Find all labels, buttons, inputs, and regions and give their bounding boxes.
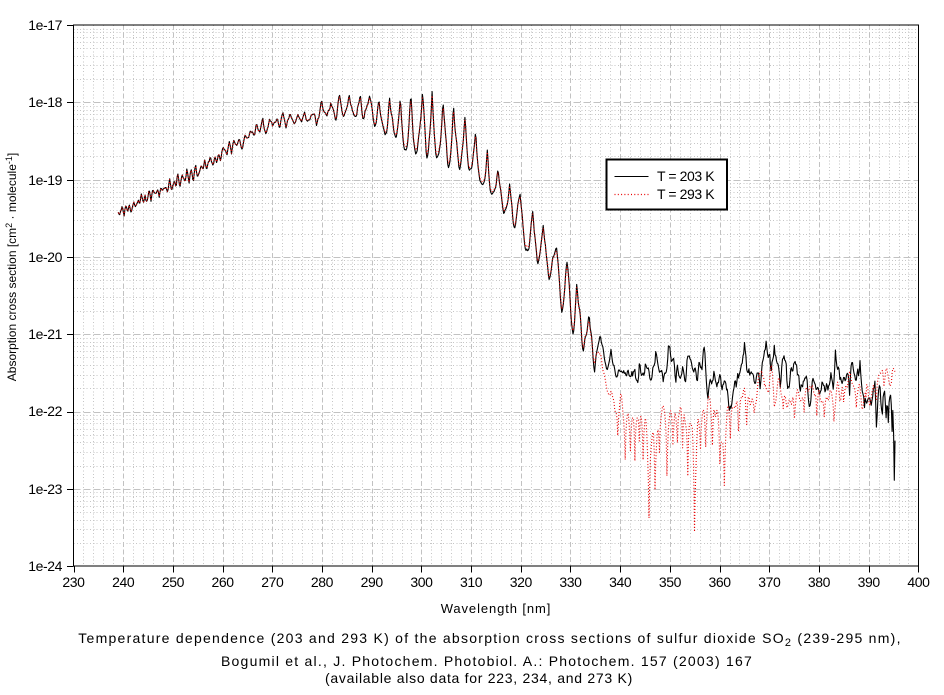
svg-text:(available also data for 223,: (available also data for 223, 234, and 2… xyxy=(325,670,633,686)
svg-text:1e-20: 1e-20 xyxy=(28,249,62,265)
svg-text:340: 340 xyxy=(609,574,632,590)
svg-text:390: 390 xyxy=(858,574,881,590)
svg-text:280: 280 xyxy=(311,574,334,590)
svg-text:1e-17: 1e-17 xyxy=(28,17,62,33)
svg-text:1e-23: 1e-23 xyxy=(28,481,62,497)
svg-text:350: 350 xyxy=(659,574,682,590)
svg-text:T = 203 K: T = 203 K xyxy=(657,168,715,184)
svg-text:1e-18: 1e-18 xyxy=(28,94,62,110)
svg-text:260: 260 xyxy=(212,574,235,590)
svg-text:320: 320 xyxy=(510,574,533,590)
svg-text:T = 293 K: T = 293 K xyxy=(657,186,715,202)
svg-text:360: 360 xyxy=(709,574,732,590)
svg-text:1e-19: 1e-19 xyxy=(28,172,62,188)
svg-text:240: 240 xyxy=(112,574,135,590)
svg-text:Absorption cross section [cm2: Absorption cross section [cm2 · molecule… xyxy=(4,153,19,381)
svg-text:Wavelength [nm]: Wavelength [nm] xyxy=(441,601,552,616)
svg-text:310: 310 xyxy=(460,574,483,590)
svg-text:330: 330 xyxy=(559,574,582,590)
svg-text:380: 380 xyxy=(808,574,831,590)
svg-text:300: 300 xyxy=(410,574,433,590)
svg-text:400: 400 xyxy=(907,574,930,590)
svg-text:1e-24: 1e-24 xyxy=(28,558,62,574)
svg-text:Bogumil et al., J. Photochem.: Bogumil et al., J. Photochem. Photobiol.… xyxy=(221,653,753,669)
svg-text:290: 290 xyxy=(361,574,384,590)
svg-text:250: 250 xyxy=(162,574,185,590)
svg-text:370: 370 xyxy=(758,574,781,590)
svg-text:1e-22: 1e-22 xyxy=(28,403,62,419)
svg-text:270: 270 xyxy=(261,574,284,590)
svg-text:Temperature dependence (203 an: Temperature dependence (203 and 293 K) o… xyxy=(78,630,901,649)
svg-text:1e-21: 1e-21 xyxy=(28,326,62,342)
svg-text:230: 230 xyxy=(62,574,85,590)
